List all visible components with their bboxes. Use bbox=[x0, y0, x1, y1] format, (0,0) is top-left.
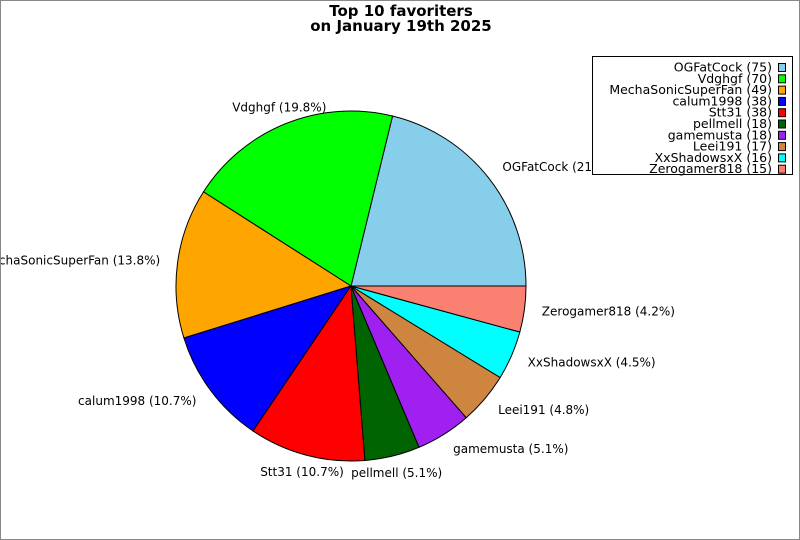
slice-label: Leei191 (4.8%) bbox=[498, 403, 589, 417]
slice-label: MechaSonicSuperFan (13.8%) bbox=[1, 253, 160, 267]
pie-slice-calum1998 bbox=[183, 285, 353, 432]
slice-label: Zerogamer818 (4.2%) bbox=[542, 305, 675, 319]
legend: OGFatCock (75)Vdghgf (70)MechaSonicSuper… bbox=[592, 56, 793, 176]
legend-entry: XxShadowsxX (16) bbox=[655, 150, 772, 165]
legend-entry: Stt31 (38) bbox=[709, 105, 772, 120]
legend-swatch bbox=[778, 63, 786, 72]
slice-label: gamemusta (5.1%) bbox=[453, 442, 568, 456]
legend-swatch bbox=[778, 85, 786, 95]
slice-label: pellmell (5.1%) bbox=[351, 466, 442, 480]
legend-entry: gamemusta (18) bbox=[668, 127, 772, 142]
pie-slice-zerogamer818 bbox=[350, 285, 527, 333]
slice-label: OGFatCock (21.2%) bbox=[502, 160, 619, 174]
pie-slice-mechasonicsuperfan bbox=[175, 191, 353, 339]
legend-swatch bbox=[778, 96, 786, 106]
pie-slice-ogfatcock bbox=[350, 115, 527, 287]
legend-entry: Zerogamer818 (15) bbox=[649, 161, 772, 176]
chart-title-line-2: on January 19th 2025 bbox=[310, 17, 491, 35]
legend-swatch bbox=[778, 153, 786, 163]
slice-label: calum1998 (10.7%) bbox=[78, 394, 196, 408]
legend-swatch bbox=[778, 108, 786, 118]
legend-entry: calum1998 (38) bbox=[672, 93, 772, 108]
slice-label: Stt31 (10.7%) bbox=[260, 465, 344, 479]
legend-entry: MechaSonicSuperFan (49) bbox=[609, 82, 772, 97]
legend-entry: Leei191 (17) bbox=[693, 139, 772, 154]
legend-box bbox=[592, 56, 793, 175]
pie-slice-stt31 bbox=[252, 284, 366, 462]
legend-entry: Vdghgf (70) bbox=[698, 71, 772, 86]
legend-entry: OGFatCock (75) bbox=[674, 60, 772, 75]
slice-label: Vdghgf (19.8%) bbox=[232, 100, 326, 114]
slice-label: XxShadowsxX (4.5%) bbox=[528, 355, 656, 369]
legend-entry: pellmell (18) bbox=[693, 116, 772, 131]
chart-title-line-1: Top 10 favoriters bbox=[329, 2, 473, 20]
legend-swatch bbox=[778, 164, 786, 174]
legend-swatch bbox=[778, 130, 786, 140]
legend-swatch bbox=[778, 119, 786, 129]
legend-swatch bbox=[778, 142, 786, 152]
legend-swatch bbox=[778, 74, 786, 84]
pie-slice-vdghgf bbox=[202, 110, 394, 287]
